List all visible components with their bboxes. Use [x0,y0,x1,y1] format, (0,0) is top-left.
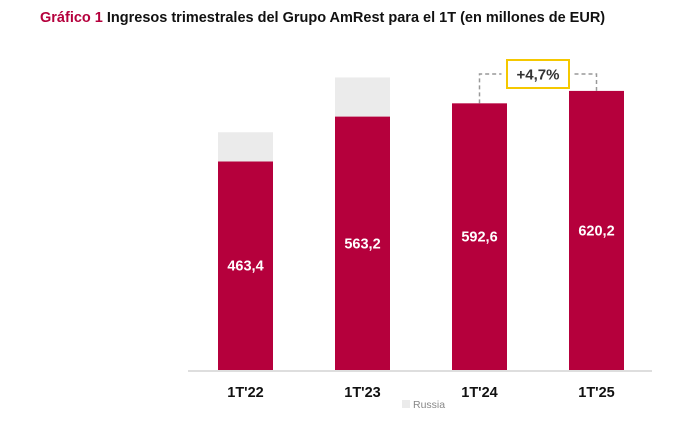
bar-revenue [218,161,273,370]
growth-connector-left [478,73,502,104]
growth-connector-right [574,73,598,91]
bar-revenue [452,103,507,370]
chart-title-text: Ingresos trimestrales del Grupo AmRest p… [106,10,606,26]
chart-title: Gráfico 1 Ingresos trimestrales del Grup… [40,10,605,26]
data-label: 463,4 [227,259,263,275]
legend-swatch-russia [402,400,410,408]
data-label: 592,6 [461,230,497,246]
bar-russia [335,77,390,117]
legend-label-russia: Russia [413,399,445,411]
bar-russia [218,132,273,162]
bar-revenue [569,90,624,370]
data-label: 620,2 [578,223,614,239]
category-label: 1T'25 [578,385,615,401]
category-label: 1T'22 [227,385,264,401]
growth-label: +4,7% [517,67,560,84]
chart-title-prefix: Gráfico 1 [40,10,103,26]
category-label: 1T'23 [344,385,381,401]
category-label: 1T'24 [461,385,498,401]
data-label: 563,2 [344,236,380,252]
growth-box [506,59,570,89]
bar-revenue [335,116,390,370]
